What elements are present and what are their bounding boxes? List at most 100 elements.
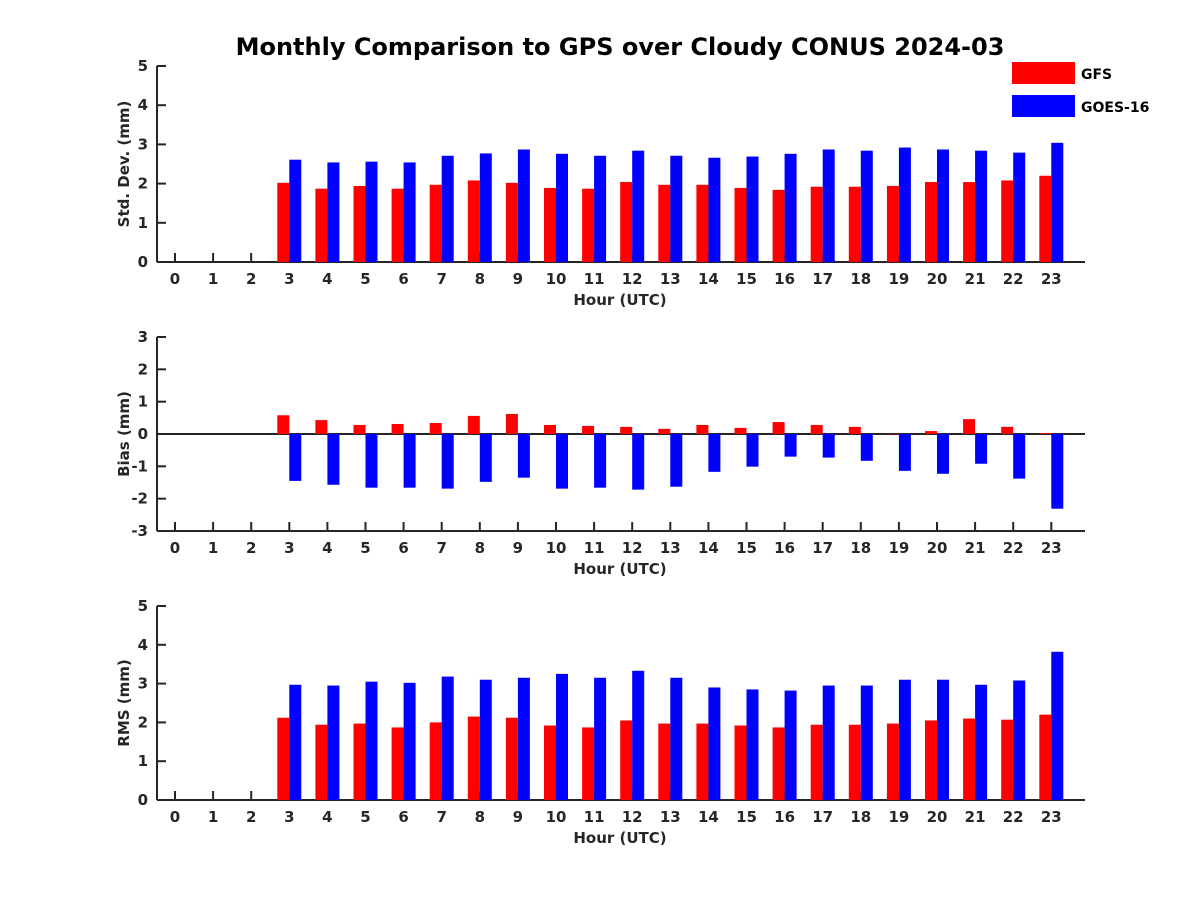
- panel-3-x-axis-label: Hour (UTC): [573, 829, 666, 847]
- panel-1-bar-goes16-14: [708, 157, 721, 262]
- panel-1-x-tick-label: 19: [888, 270, 909, 288]
- panel-1-x-axis-label: Hour (UTC): [573, 291, 666, 309]
- panel-2-bar-goes16-16: [784, 434, 797, 457]
- panel-2-bar-goes16-11: [594, 434, 607, 488]
- panel-1-x-tick-label: 13: [660, 270, 681, 288]
- panel-1-x-tick-label: 21: [965, 270, 986, 288]
- panel-2-bar-gfs-7: [429, 423, 442, 434]
- panel-1-bar-gfs-9: [505, 182, 518, 262]
- panel-1-bar-goes16-16: [784, 153, 797, 262]
- panel-2-bar-gfs-3: [277, 415, 290, 434]
- panel-2-bar-goes16-15: [746, 434, 759, 467]
- panel-3-bar-gfs-8: [467, 716, 480, 800]
- panel-1-bar-gfs-5: [353, 185, 366, 262]
- panel-3-x-tick-label: 9: [513, 808, 523, 826]
- panel-3-bar-gfs-5: [353, 723, 366, 800]
- panel-2-x-tick-label: 9: [513, 539, 523, 557]
- panel-1-x-tick-label: 6: [398, 270, 408, 288]
- panel-1-bar-goes16-4: [327, 162, 340, 262]
- panel-3-x-tick-label: 0: [170, 808, 180, 826]
- panel-1-y-tick-label: 4: [138, 96, 148, 114]
- panel-2-bar-goes16-4: [327, 434, 340, 485]
- panel-1-bar-gfs-3: [277, 182, 290, 262]
- panel-3-y-tick-label: 4: [138, 636, 148, 654]
- panel-3-bar-goes16-20: [937, 679, 949, 800]
- panel-2-bar-gfs-15: [734, 427, 747, 434]
- panel-3-bar-gfs-21: [963, 718, 976, 800]
- panel-1-x-tick-label: 12: [622, 270, 643, 288]
- panel-2-bar-goes16-17: [822, 434, 835, 458]
- panel-3-bar-gfs-23: [1039, 714, 1052, 800]
- panel-2-bar-goes16-9: [517, 434, 530, 478]
- panel-3-y-tick-label: 3: [138, 675, 148, 693]
- panel-1-y-tick-label: 0: [138, 253, 148, 271]
- panel-2-x-tick-label: 3: [284, 539, 294, 557]
- panel-3-bar-gfs-6: [391, 727, 404, 800]
- panel-1-x-tick-label: 0: [170, 270, 180, 288]
- panel-2-bar-goes16-3: [289, 434, 302, 481]
- panel-2-bar-goes16-18: [860, 434, 873, 461]
- panel-3-bar-goes16-5: [365, 681, 378, 800]
- panel-2-x-tick-label: 0: [170, 539, 180, 557]
- panel-1-bar-gfs-23: [1039, 175, 1052, 262]
- panel-3-bar-gfs-19: [886, 723, 899, 800]
- panel-1-x-tick-label: 4: [322, 270, 332, 288]
- panel-1-x-tick-label: 22: [1003, 270, 1024, 288]
- panel-2-x-tick-label: 11: [584, 539, 605, 557]
- panel-3-bar-gfs-7: [429, 722, 442, 800]
- panel-2-bar-goes16-19: [898, 434, 911, 471]
- panel-3-bar-goes16-8: [479, 679, 492, 800]
- panel-1-bar-gfs-21: [963, 182, 976, 262]
- panel-2-y-tick-label: 2: [138, 360, 148, 378]
- panel-1-bar-gfs-15: [734, 187, 747, 262]
- panel-2-x-tick-label: 17: [812, 539, 833, 557]
- panel-2-x-tick-label: 7: [436, 539, 446, 557]
- panel-3-x-tick-label: 11: [584, 808, 605, 826]
- panel-3-x-tick-label: 2: [246, 808, 256, 826]
- panel-3-bar-goes16-15: [746, 689, 759, 800]
- panel-1-y-tick-label: 2: [138, 175, 148, 193]
- panel-1-x-tick-label: 1: [208, 270, 218, 288]
- panel-2-x-tick-label: 22: [1003, 539, 1024, 557]
- panel-3-bar-goes16-9: [517, 677, 530, 800]
- panel-1-bar-goes16-9: [517, 149, 530, 262]
- panel-2-bar-gfs-13: [658, 428, 671, 434]
- panel-1-x-tick-label: 7: [436, 270, 446, 288]
- panel-3-bar-gfs-3: [277, 717, 290, 800]
- panel-3-bar-gfs-9: [505, 717, 518, 800]
- panel-1-bar-goes16-6: [403, 162, 416, 262]
- panel-2-bar-goes16-22: [1013, 434, 1026, 479]
- panel-1-bar-gfs-10: [544, 187, 556, 262]
- panel-2-x-tick-label: 15: [736, 539, 757, 557]
- panel-3-bar-goes16-10: [556, 673, 568, 800]
- panel-2-bar-gfs-4: [315, 420, 328, 434]
- panel-2-bar-gfs-22: [1001, 426, 1014, 434]
- panel-1-x-tick-label: 9: [513, 270, 523, 288]
- panel-3-x-tick-label: 13: [660, 808, 681, 826]
- panel-3-bar-gfs-12: [620, 720, 633, 800]
- panel-1-bar-goes16-5: [365, 161, 378, 262]
- panel-3-bar-goes16-12: [632, 670, 645, 800]
- panel-1-bar-goes16-10: [556, 153, 568, 262]
- panel-1-bar-gfs-13: [658, 184, 671, 262]
- panel-3-x-tick-label: 10: [546, 808, 567, 826]
- panel-2-y-tick-label: -2: [131, 490, 148, 508]
- panel-2-bar-goes16-5: [365, 434, 378, 488]
- panel-2-bar-goes16-6: [403, 434, 416, 488]
- panel-3-bar-goes16-14: [708, 687, 721, 800]
- panel-2-bar-gfs-5: [353, 424, 366, 434]
- panel-1-bar-goes16-22: [1013, 152, 1026, 262]
- panel-2-bar-gfs-19: [886, 434, 899, 435]
- panel-2-x-tick-label: 13: [660, 539, 681, 557]
- panel-1-bar-goes16-8: [479, 153, 492, 262]
- panel-1-bar-goes16-17: [822, 149, 835, 262]
- panel-1-bar-gfs-22: [1001, 180, 1014, 262]
- panel-3-bar-gfs-16: [772, 727, 785, 800]
- panel-2-x-tick-label: 10: [546, 539, 567, 557]
- legend-swatch-gfs: [1012, 62, 1075, 84]
- panel-3-bar-gfs-10: [544, 725, 556, 800]
- panel-1-bar-gfs-14: [696, 184, 709, 262]
- panel-3-bar-goes16-6: [403, 682, 416, 800]
- panel-1-bar-goes16-13: [670, 155, 683, 262]
